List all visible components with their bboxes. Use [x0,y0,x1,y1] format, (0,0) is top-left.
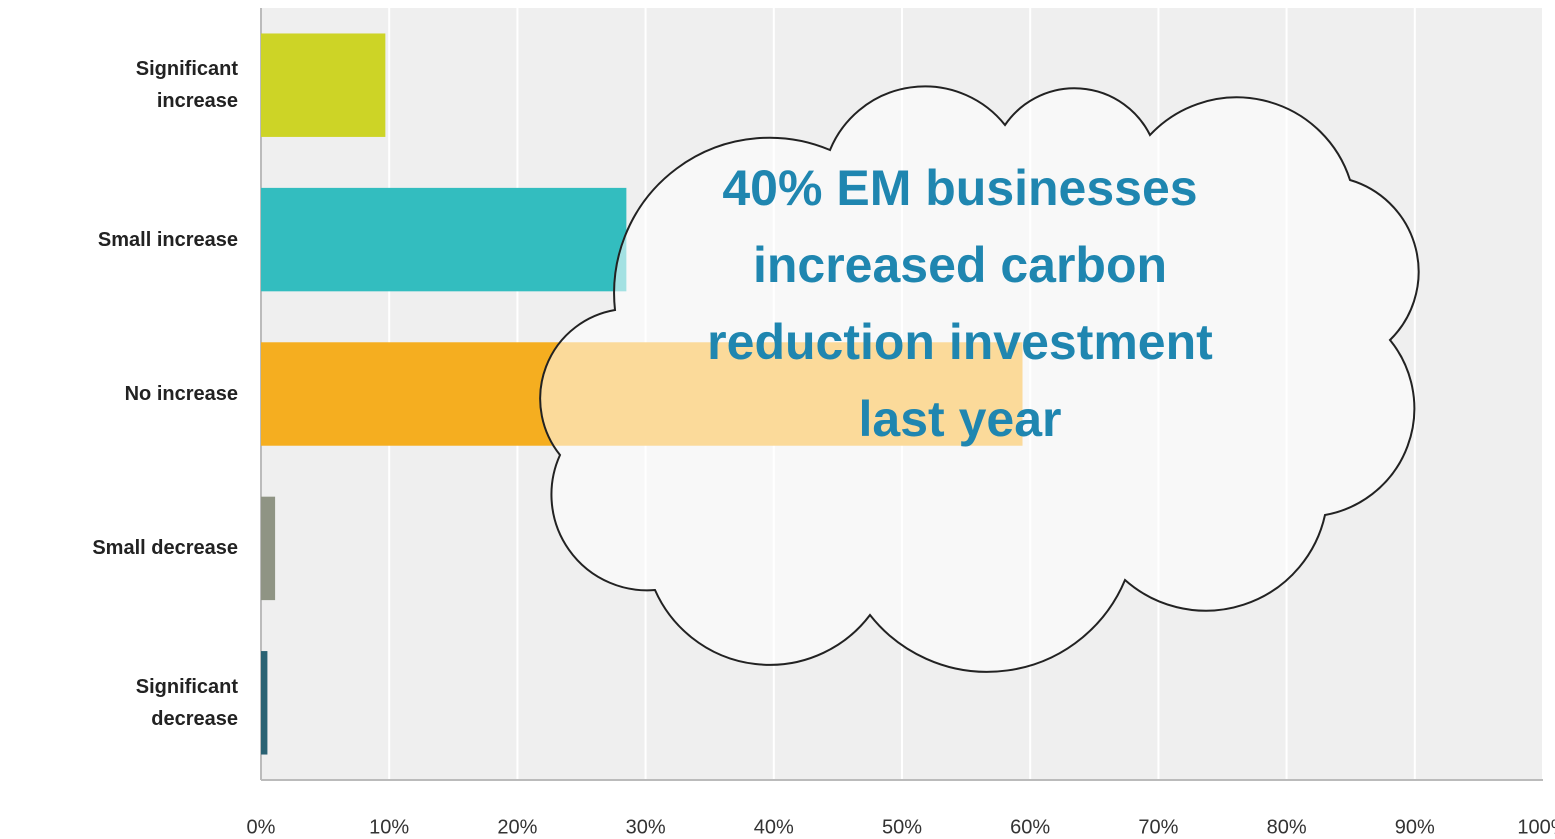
x-tick-label: 30% [626,816,666,838]
bar [261,33,385,136]
category-label: Significant increase [73,53,238,117]
x-tick-label: 90% [1395,816,1435,838]
annotation: 40% EM businesses increased carbon reduc… [680,150,1240,458]
category-label: Small decrease [92,532,238,564]
bar [261,651,267,754]
x-tick-label: 70% [1138,816,1178,838]
category-label: Small increase [98,224,238,256]
x-tick-label: 0% [247,816,276,838]
page: 0% 10% 20% 30% 40% 50% 60% 70% 80% 90% 100% 40% EM… [0,0,1555,839]
x-tick-label: 80% [1267,816,1307,838]
category-label: Significant decrease [73,671,238,735]
x-tick-label: 20% [497,816,537,838]
x-tick-label: 10% [369,816,409,838]
bar [261,188,626,291]
x-tick-label: 40% [754,816,794,838]
x-tick-label: 60% [1010,816,1050,838]
x-tick-label: 100% [1517,816,1555,838]
bar [261,497,275,600]
x-tick-label: 50% [882,816,922,838]
category-label: No increase [125,378,238,410]
